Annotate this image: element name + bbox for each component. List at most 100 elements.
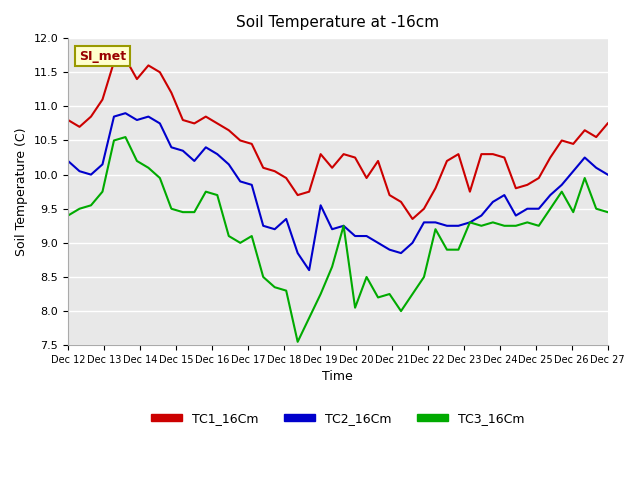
TC3_16Cm xyxy=(454,247,462,252)
TC3_16Cm xyxy=(443,247,451,252)
TC2_16Cm xyxy=(443,223,451,228)
TC3_16Cm xyxy=(409,291,417,297)
TC3_16Cm xyxy=(477,223,485,228)
TC2_16Cm xyxy=(547,192,554,198)
TC1_16Cm xyxy=(340,151,348,157)
TC1_16Cm xyxy=(466,189,474,194)
TC2_16Cm xyxy=(271,227,278,232)
TC2_16Cm xyxy=(99,161,106,167)
TC3_16Cm xyxy=(386,291,394,297)
TC2_16Cm xyxy=(87,172,95,178)
TC2_16Cm xyxy=(145,114,152,120)
TC3_16Cm xyxy=(133,158,141,164)
TC1_16Cm xyxy=(454,151,462,157)
TC2_16Cm xyxy=(248,182,255,188)
TC3_16Cm xyxy=(202,189,210,194)
TC3_16Cm xyxy=(76,206,83,212)
TC1_16Cm xyxy=(76,124,83,130)
TC3_16Cm xyxy=(305,315,313,321)
TC2_16Cm xyxy=(363,233,371,239)
TC3_16Cm xyxy=(558,189,566,194)
TC1_16Cm xyxy=(374,158,382,164)
TC3_16Cm xyxy=(99,189,106,194)
TC2_16Cm xyxy=(386,247,394,252)
TC3_16Cm xyxy=(500,223,508,228)
TC3_16Cm xyxy=(374,295,382,300)
TC2_16Cm xyxy=(76,168,83,174)
TC2_16Cm xyxy=(374,240,382,246)
TC1_16Cm xyxy=(236,138,244,144)
TC3_16Cm xyxy=(225,233,232,239)
TC3_16Cm xyxy=(214,192,221,198)
TC3_16Cm xyxy=(156,175,164,181)
TC1_16Cm xyxy=(156,69,164,75)
TC1_16Cm xyxy=(547,155,554,160)
TC3_16Cm xyxy=(420,274,428,280)
TC2_16Cm xyxy=(454,223,462,228)
TC3_16Cm xyxy=(397,308,405,314)
TC3_16Cm xyxy=(351,305,359,311)
TC2_16Cm xyxy=(431,219,439,225)
TC1_16Cm xyxy=(202,114,210,120)
TC1_16Cm xyxy=(282,175,290,181)
X-axis label: Time: Time xyxy=(323,371,353,384)
TC3_16Cm xyxy=(317,291,324,297)
TC2_16Cm xyxy=(236,179,244,184)
TC3_16Cm xyxy=(87,203,95,208)
TC1_16Cm xyxy=(604,120,612,126)
Text: SI_met: SI_met xyxy=(79,49,126,62)
TC2_16Cm xyxy=(179,148,187,154)
TC1_16Cm xyxy=(409,216,417,222)
Title: Soil Temperature at -16cm: Soil Temperature at -16cm xyxy=(236,15,440,30)
TC1_16Cm xyxy=(225,127,232,133)
TC2_16Cm xyxy=(420,219,428,225)
TC3_16Cm xyxy=(248,233,255,239)
TC1_16Cm xyxy=(248,141,255,147)
TC1_16Cm xyxy=(294,192,301,198)
TC1_16Cm xyxy=(191,120,198,126)
TC3_16Cm xyxy=(340,223,348,228)
TC1_16Cm xyxy=(443,158,451,164)
TC2_16Cm xyxy=(593,165,600,171)
TC3_16Cm xyxy=(179,209,187,215)
TC2_16Cm xyxy=(110,114,118,120)
TC2_16Cm xyxy=(305,267,313,273)
TC1_16Cm xyxy=(363,175,371,181)
TC1_16Cm xyxy=(524,182,531,188)
TC1_16Cm xyxy=(64,117,72,123)
TC1_16Cm xyxy=(328,165,336,171)
TC2_16Cm xyxy=(168,144,175,150)
TC3_16Cm xyxy=(535,223,543,228)
TC1_16Cm xyxy=(558,138,566,144)
TC1_16Cm xyxy=(122,56,129,61)
TC2_16Cm xyxy=(202,144,210,150)
TC1_16Cm xyxy=(168,90,175,96)
TC3_16Cm xyxy=(259,274,267,280)
TC1_16Cm xyxy=(214,120,221,126)
TC3_16Cm xyxy=(168,206,175,212)
TC2_16Cm xyxy=(558,182,566,188)
TC1_16Cm xyxy=(110,59,118,65)
TC1_16Cm xyxy=(512,185,520,191)
TC3_16Cm xyxy=(512,223,520,228)
TC2_16Cm xyxy=(524,206,531,212)
TC2_16Cm xyxy=(259,223,267,228)
TC1_16Cm xyxy=(87,114,95,120)
Line: TC1_16Cm: TC1_16Cm xyxy=(68,59,608,219)
TC3_16Cm xyxy=(593,206,600,212)
TC3_16Cm xyxy=(570,209,577,215)
TC1_16Cm xyxy=(581,127,589,133)
TC3_16Cm xyxy=(64,213,72,218)
TC2_16Cm xyxy=(328,227,336,232)
TC1_16Cm xyxy=(305,189,313,194)
TC1_16Cm xyxy=(397,199,405,205)
TC1_16Cm xyxy=(420,206,428,212)
TC3_16Cm xyxy=(431,227,439,232)
Line: TC3_16Cm: TC3_16Cm xyxy=(68,137,608,342)
TC2_16Cm xyxy=(340,223,348,228)
TC3_16Cm xyxy=(489,219,497,225)
TC2_16Cm xyxy=(466,219,474,225)
TC2_16Cm xyxy=(191,158,198,164)
TC3_16Cm xyxy=(191,209,198,215)
TC3_16Cm xyxy=(110,138,118,144)
